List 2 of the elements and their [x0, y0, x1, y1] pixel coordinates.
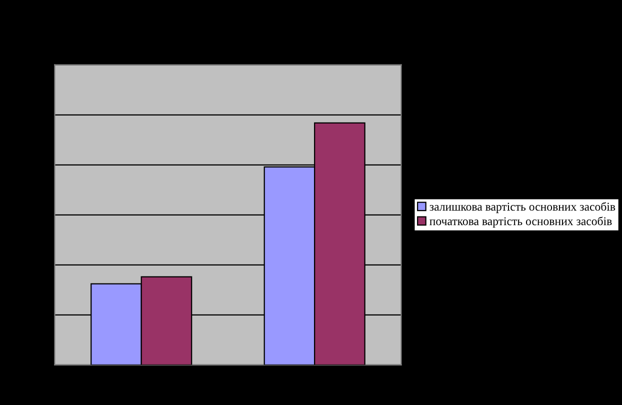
legend-label: залишкова вартість основних засобів — [430, 202, 616, 214]
legend-label: початкова вартість основних засобів — [430, 216, 612, 228]
